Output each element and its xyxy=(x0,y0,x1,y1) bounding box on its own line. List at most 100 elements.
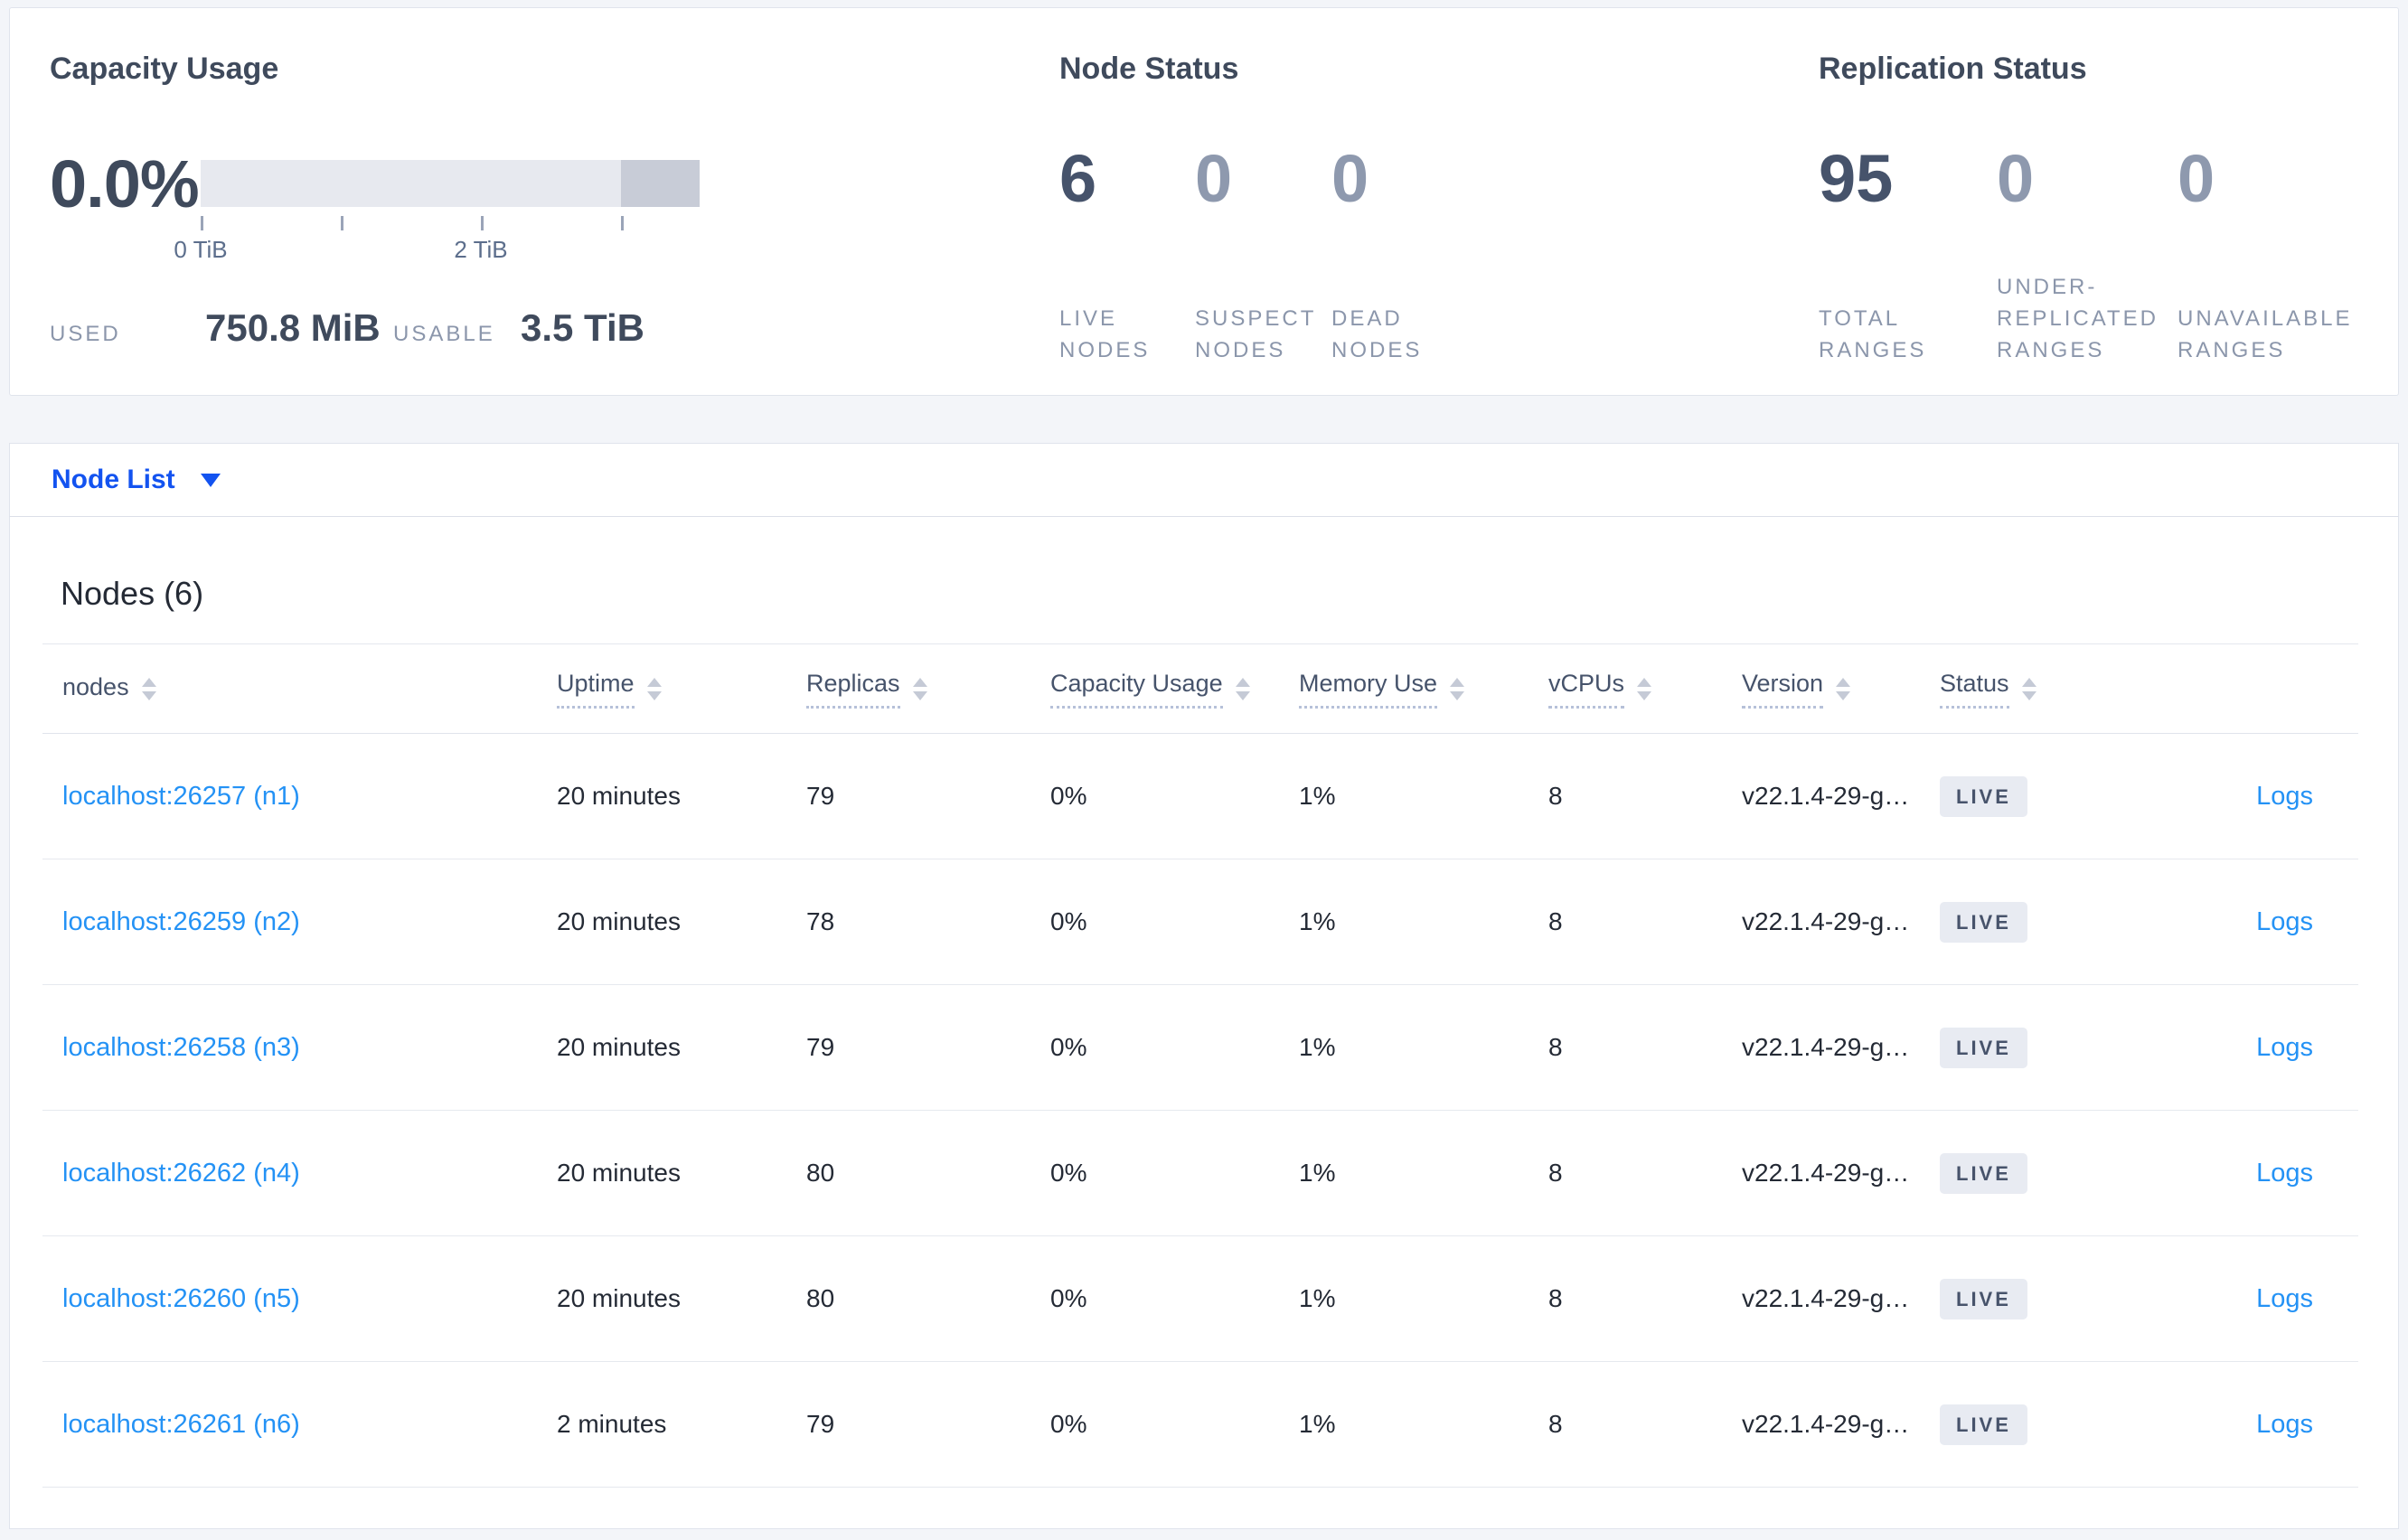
nodes-table-body: localhost:26257 (n1) 20 minutes 79 0% 1%… xyxy=(42,734,2358,1488)
under-replicated-ranges-stat: 0 UNDER- REPLICATED RANGES xyxy=(1997,144,2178,366)
under-replicated-ranges-value: 0 xyxy=(1997,141,2035,216)
table-row: localhost:26261 (n6) 2 minutes 79 0% 1% … xyxy=(42,1362,2358,1488)
node-link[interactable]: localhost:26261 (n6) xyxy=(62,1409,300,1439)
node-link[interactable]: localhost:26257 (n1) xyxy=(62,781,300,811)
dead-nodes-label: DEAD NODES xyxy=(1331,306,1423,362)
memory-use-cell: 1% xyxy=(1299,1159,1336,1187)
sort-icon[interactable] xyxy=(1235,677,1250,700)
replication-status-stats: 95 TOTAL RANGES 0 UNDER- REPLICATED RANG… xyxy=(1819,144,2399,366)
column-header-vcpus[interactable]: vCPUs xyxy=(1548,670,1742,709)
vcpus-cell: 8 xyxy=(1548,1410,1563,1438)
table-row: localhost:26258 (n3) 20 minutes 79 0% 1%… xyxy=(42,985,2358,1111)
uptime-cell: 20 minutes xyxy=(557,782,681,810)
logs-link[interactable]: Logs xyxy=(2256,1032,2313,1062)
nodes-panel: Nodes (6) nodes Uptime Replicas Capacity… xyxy=(9,517,2399,1529)
dead-nodes-stat: 0 DEAD NODES xyxy=(1331,144,1490,366)
capacity-usage-bar-segment xyxy=(620,160,700,207)
node-link[interactable]: localhost:26259 (n2) xyxy=(62,906,300,936)
uptime-cell: 20 minutes xyxy=(557,1033,681,1061)
vcpus-cell: 8 xyxy=(1548,1159,1563,1187)
capacity-usage-title: Capacity Usage xyxy=(50,52,279,86)
unavailable-ranges-stat: 0 UNAVAILABLE RANGES xyxy=(2178,144,2399,366)
uptime-cell: 2 minutes xyxy=(557,1410,667,1438)
sort-icon[interactable] xyxy=(141,677,156,700)
suspect-nodes-stat: 0 SUSPECT NODES xyxy=(1195,144,1331,366)
status-badge: LIVE xyxy=(1940,1152,2027,1194)
capacity-bar-tick xyxy=(341,216,343,230)
live-nodes-label: LIVE NODES xyxy=(1059,306,1151,362)
sort-icon[interactable] xyxy=(1637,677,1652,700)
column-header-status[interactable]: Status xyxy=(1940,670,2139,709)
capacity-used-usable-row: USED 750.8 MiB USABLE 3.5 TiB xyxy=(50,306,644,350)
logs-link[interactable]: Logs xyxy=(2256,1158,2313,1188)
column-header-capacity-usage[interactable]: Capacity Usage xyxy=(1050,670,1299,709)
logs-link[interactable]: Logs xyxy=(2256,781,2313,811)
vcpus-cell: 8 xyxy=(1548,782,1563,810)
usable-value: 3.5 TiB xyxy=(521,306,644,349)
node-status-stats: 6 LIVE NODES 0 SUSPECT NODES 0 DEAD NODE… xyxy=(1059,144,1490,366)
logs-link[interactable]: Logs xyxy=(2256,1409,2313,1439)
memory-use-cell: 1% xyxy=(1299,1033,1336,1061)
view-selector[interactable]: Node List xyxy=(9,443,2399,517)
replicas-cell: 80 xyxy=(806,1159,835,1187)
capacity-usage-cell: 0% xyxy=(1050,1284,1087,1312)
capacity-usage-bar xyxy=(201,160,700,207)
column-header-memory-use[interactable]: Memory Use xyxy=(1299,670,1548,709)
sort-icon[interactable] xyxy=(2021,677,2036,700)
used-label: USED xyxy=(50,322,121,346)
uptime-cell: 20 minutes xyxy=(557,1284,681,1312)
capacity-bar-tick-label: 2 TiB xyxy=(454,236,508,263)
vcpus-cell: 8 xyxy=(1548,907,1563,935)
replicas-cell: 79 xyxy=(806,782,835,810)
nodes-section-title: Nodes (6) xyxy=(61,575,204,612)
column-header-uptime[interactable]: Uptime xyxy=(557,670,806,709)
usable-label: USABLE xyxy=(393,322,495,346)
under-replicated-ranges-label: UNDER- REPLICATED RANGES xyxy=(1997,275,2159,362)
column-header-nodes[interactable]: nodes xyxy=(62,673,557,705)
column-header-replicas[interactable]: Replicas xyxy=(806,670,1050,709)
chevron-down-icon xyxy=(200,473,221,487)
memory-use-cell: 1% xyxy=(1299,907,1336,935)
node-link[interactable]: localhost:26260 (n5) xyxy=(62,1283,300,1313)
sort-icon[interactable] xyxy=(912,677,927,700)
node-link[interactable]: localhost:26258 (n3) xyxy=(62,1032,300,1062)
unavailable-ranges-value: 0 xyxy=(2178,141,2215,216)
status-badge: LIVE xyxy=(1940,1278,2027,1319)
table-row: localhost:26262 (n4) 20 minutes 80 0% 1%… xyxy=(42,1111,2358,1236)
memory-use-cell: 1% xyxy=(1299,782,1336,810)
sort-icon[interactable] xyxy=(646,677,662,700)
status-badge: LIVE xyxy=(1940,901,2027,943)
capacity-usage-cell: 0% xyxy=(1050,1410,1087,1438)
capacity-usage-percent: 0.0% xyxy=(50,146,200,221)
cluster-overview-panel: Capacity Usage 0.0% 0 TiB 2 TiB USED 750… xyxy=(9,7,2399,396)
sort-icon[interactable] xyxy=(1450,677,1465,700)
status-badge: LIVE xyxy=(1940,775,2027,817)
replicas-cell: 80 xyxy=(806,1284,835,1312)
used-value: 750.8 MiB xyxy=(205,306,381,349)
replicas-cell: 79 xyxy=(806,1410,835,1438)
node-link[interactable]: localhost:26262 (n4) xyxy=(62,1158,300,1188)
capacity-bar-tick xyxy=(481,216,484,230)
memory-use-cell: 1% xyxy=(1299,1284,1336,1312)
version-cell: v22.1.4-29-g… xyxy=(1742,782,1910,810)
logs-link[interactable]: Logs xyxy=(2256,1283,2313,1313)
view-selector-label[interactable]: Node List xyxy=(52,465,175,494)
node-status-title: Node Status xyxy=(1059,52,1239,86)
vcpus-cell: 8 xyxy=(1548,1033,1563,1061)
version-cell: v22.1.4-29-g… xyxy=(1742,1033,1910,1061)
replicas-cell: 78 xyxy=(806,907,835,935)
logs-link[interactable]: Logs xyxy=(2256,906,2313,936)
memory-use-cell: 1% xyxy=(1299,1410,1336,1438)
total-ranges-stat: 95 TOTAL RANGES xyxy=(1819,144,1997,366)
live-nodes-stat: 6 LIVE NODES xyxy=(1059,144,1195,366)
version-cell: v22.1.4-29-g… xyxy=(1742,1284,1910,1312)
uptime-cell: 20 minutes xyxy=(557,907,681,935)
replication-status-title: Replication Status xyxy=(1819,52,2087,86)
capacity-usage-cell: 0% xyxy=(1050,1033,1087,1061)
vcpus-cell: 8 xyxy=(1548,1284,1563,1312)
capacity-bar-tick xyxy=(201,216,203,230)
sort-icon[interactable] xyxy=(1836,677,1851,700)
total-ranges-label: TOTAL RANGES xyxy=(1819,306,1927,362)
total-ranges-value: 95 xyxy=(1819,141,1894,216)
column-header-version[interactable]: Version xyxy=(1742,670,1940,709)
